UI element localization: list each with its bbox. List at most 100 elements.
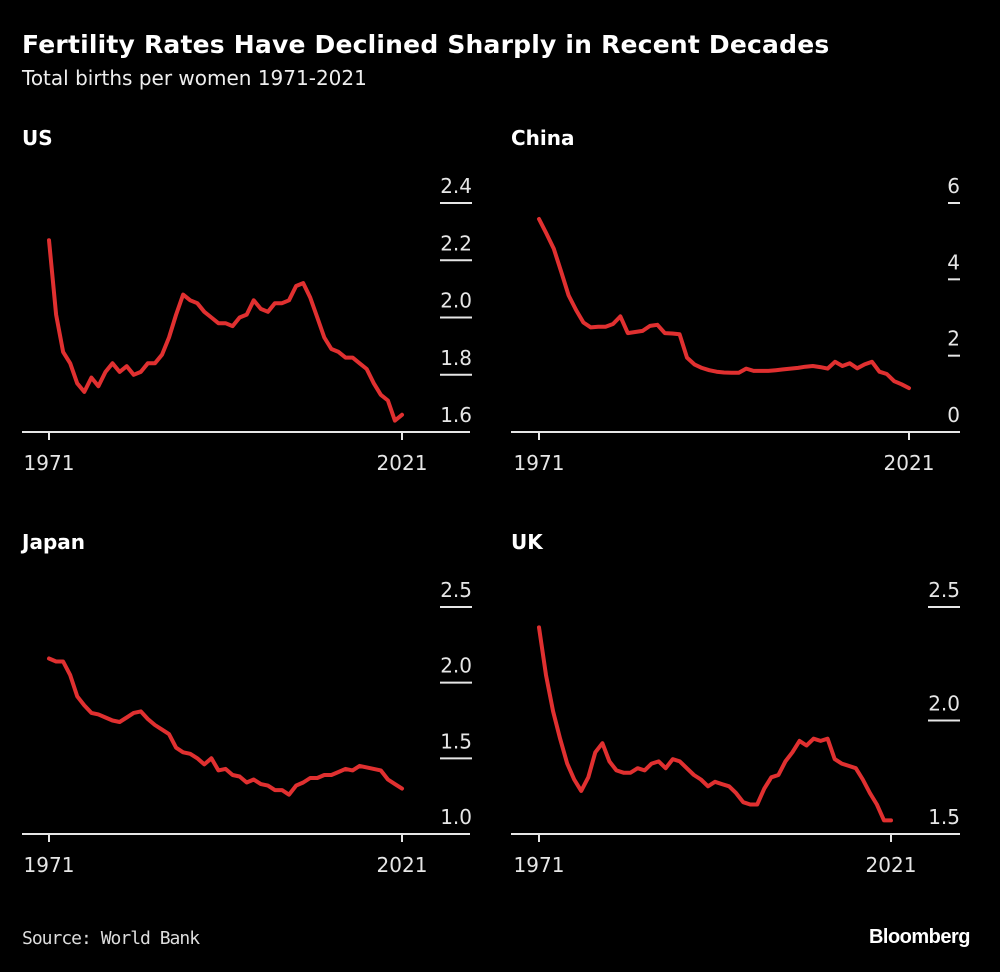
data-point xyxy=(593,750,597,754)
data-point xyxy=(400,787,404,791)
data-point xyxy=(167,336,171,340)
data-point xyxy=(741,800,745,804)
data-point xyxy=(805,743,809,747)
data-point xyxy=(700,366,704,370)
data-point xyxy=(840,762,844,766)
data-point xyxy=(882,818,886,822)
data-point xyxy=(692,773,696,777)
data-point xyxy=(607,759,611,763)
panel-title: UK xyxy=(511,530,544,554)
y-tick-label: 2.0 xyxy=(440,289,472,313)
data-point xyxy=(885,372,889,376)
data-point xyxy=(216,768,220,772)
series-line-china xyxy=(537,217,911,391)
data-point xyxy=(379,393,383,397)
data-point xyxy=(840,364,844,368)
data-point xyxy=(308,776,312,780)
data-point xyxy=(379,768,383,772)
y-tick-label: 2 xyxy=(947,327,960,351)
data-point xyxy=(287,793,291,797)
data-point xyxy=(567,293,571,297)
bloomberg-logo: Bloomberg xyxy=(868,926,971,948)
data-point xyxy=(900,382,904,386)
data-point xyxy=(685,766,689,770)
data-point xyxy=(174,746,178,750)
data-point xyxy=(259,307,263,311)
data-point xyxy=(336,350,340,354)
data-point xyxy=(870,360,874,364)
data-point xyxy=(188,752,192,756)
data-point xyxy=(715,370,719,374)
data-point xyxy=(812,737,816,741)
data-point xyxy=(238,316,242,319)
y-tick-label: 1.8 xyxy=(440,346,472,370)
data-point xyxy=(621,771,625,775)
data-point xyxy=(618,314,622,318)
data-point xyxy=(854,766,858,770)
data-point xyxy=(118,370,122,374)
data-point xyxy=(315,316,319,319)
data-point xyxy=(657,759,661,763)
data-point xyxy=(315,776,319,780)
data-point xyxy=(153,723,157,727)
data-point xyxy=(167,732,171,736)
x-tick-label: 1971 xyxy=(514,853,565,877)
data-point xyxy=(707,368,711,372)
data-point xyxy=(826,367,830,371)
data-point xyxy=(789,367,793,371)
data-point xyxy=(61,659,65,663)
x-tick-label: 2021 xyxy=(377,853,428,877)
data-point xyxy=(111,719,115,722)
y-tick-label: 2.2 xyxy=(440,231,472,255)
data-point xyxy=(744,367,748,371)
data-point xyxy=(641,329,645,333)
y-tick-label: 2.4 xyxy=(440,174,472,198)
data-point xyxy=(833,360,837,364)
data-point xyxy=(552,247,556,251)
data-point xyxy=(125,715,129,719)
panel-title: China xyxy=(511,126,575,150)
data-point xyxy=(537,217,541,221)
data-point xyxy=(589,325,593,329)
data-point xyxy=(386,399,390,403)
data-point xyxy=(826,737,830,741)
data-point xyxy=(596,325,600,329)
data-point xyxy=(848,361,852,365)
series-line-japan xyxy=(47,656,404,797)
data-point xyxy=(720,782,724,786)
data-point xyxy=(82,390,86,394)
data-point xyxy=(386,778,390,782)
data-point xyxy=(559,270,563,274)
data-point xyxy=(537,625,541,629)
data-point xyxy=(202,762,206,766)
data-point xyxy=(759,369,763,373)
data-point xyxy=(231,324,235,328)
data-point xyxy=(202,310,206,314)
data-point xyxy=(195,301,199,305)
data-point xyxy=(818,365,822,369)
data-point xyxy=(301,281,305,285)
x-tick-label: 1971 xyxy=(514,451,565,475)
data-point xyxy=(146,717,150,721)
panel-us: US 1.6 1.8 2.0 2.2 2.4 1971 2021 xyxy=(22,126,472,475)
data-point xyxy=(774,368,778,372)
data-point xyxy=(729,371,733,375)
panel-uk: UK 1.5 2.0 2.5 1971 2021 xyxy=(511,530,960,877)
data-point xyxy=(259,782,263,786)
data-point xyxy=(308,295,312,299)
y-tick-label: 2.5 xyxy=(928,578,960,602)
data-point xyxy=(586,775,590,779)
data-point xyxy=(358,764,362,768)
data-point xyxy=(153,361,157,365)
data-point xyxy=(722,370,726,374)
data-point xyxy=(579,789,583,793)
data-point xyxy=(372,767,376,771)
data-point xyxy=(365,367,369,371)
data-point xyxy=(188,298,192,302)
data-point xyxy=(868,791,872,795)
x-tick-label: 2021 xyxy=(866,853,917,877)
data-point xyxy=(629,771,633,775)
data-point xyxy=(636,766,640,770)
data-point xyxy=(132,373,136,377)
